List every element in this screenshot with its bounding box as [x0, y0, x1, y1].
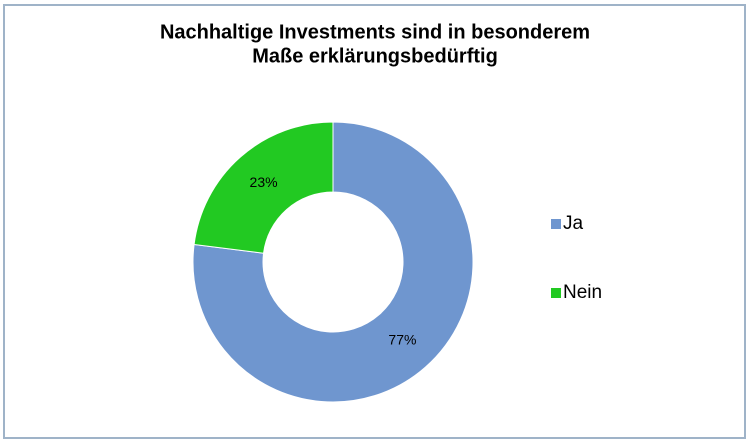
legend-label: Nein	[563, 282, 602, 303]
legend-label: Ja	[563, 213, 584, 234]
data-label: 77%	[388, 331, 416, 347]
data-label: 23%	[250, 174, 278, 190]
chart-title: Nachhaltige Investments sind in besonder…	[160, 21, 590, 43]
chart-title: Maße erklärungsbedürftig	[252, 45, 498, 67]
legend-swatch	[551, 219, 561, 229]
legend-swatch	[551, 288, 561, 298]
donut-segment	[193, 121, 334, 254]
donut-segment	[192, 121, 474, 403]
